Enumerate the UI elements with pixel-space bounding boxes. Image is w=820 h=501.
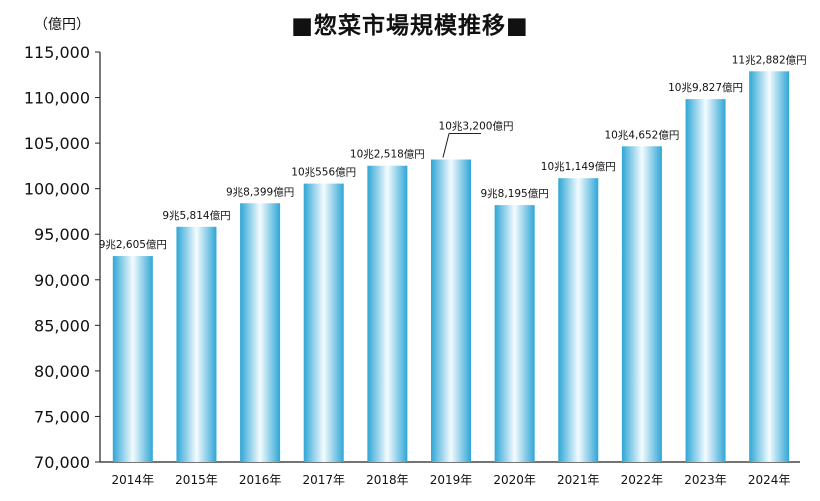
- x-tick-label: 2015年: [175, 473, 218, 487]
- data-label: 10兆1,149億円: [541, 160, 616, 173]
- data-label: 10兆2,518億円: [350, 148, 425, 161]
- data-label: 11兆2,882億円: [732, 53, 807, 66]
- data-label: 9兆2,605億円: [99, 238, 167, 251]
- x-tick-label: 2018年: [366, 473, 409, 487]
- data-label: 10兆3,200億円: [439, 120, 514, 133]
- bar-2022年: [621, 146, 662, 462]
- y-tick-label: 110,000: [24, 89, 90, 108]
- x-tick-label: 2019年: [430, 473, 473, 487]
- data-label-leader: [442, 133, 450, 158]
- bar-2017年: [303, 183, 344, 462]
- bar-2016年: [240, 203, 281, 463]
- x-tick-label: 2023年: [684, 473, 727, 487]
- data-label: 9兆8,399億円: [226, 185, 294, 198]
- y-tick-label: 85,000: [34, 316, 90, 335]
- y-tick-label: 80,000: [34, 362, 90, 381]
- bar-2020年: [494, 205, 535, 462]
- bar-2024年: [749, 71, 790, 462]
- data-labels: 2014年 9兆2,605億円 2015年 9兆5,814億円 2016年 9兆8,399…: [99, 53, 807, 487]
- bar-2023年: [685, 99, 726, 462]
- bar-2021年: [558, 178, 599, 462]
- y-tick-label: 100,000: [24, 180, 90, 199]
- data-label: 9兆8,195億円: [481, 187, 549, 200]
- x-tick-label: 2014年: [112, 473, 155, 487]
- y-tick-label: 115,000: [24, 43, 90, 62]
- x-tick-label: 2016年: [239, 473, 282, 487]
- data-label: 10兆4,652億円: [604, 128, 679, 141]
- x-tick-label: 2021年: [557, 473, 600, 487]
- y-tick-label: 105,000: [24, 134, 90, 153]
- x-tick-label: 2017年: [302, 473, 345, 487]
- bar-2019年: [431, 159, 471, 462]
- x-tick-label: 2024年: [748, 473, 791, 487]
- axes: 70,000 75,000 80,000 85,000 90,000 95,000 100,…: [24, 43, 800, 472]
- bars: [112, 71, 790, 463]
- data-label: 10兆556億円: [291, 166, 356, 179]
- y-tick-label: 90,000: [34, 271, 90, 290]
- y-axis-unit-label: （億円）: [34, 17, 90, 33]
- y-tick-label: 75,000: [34, 407, 90, 426]
- x-tick-label: 2020年: [493, 473, 536, 487]
- bar-2018年: [367, 165, 408, 462]
- bar-2015年: [176, 226, 217, 462]
- data-label: 10兆9,827億円: [668, 81, 743, 94]
- data-label: 9兆5,814億円: [162, 209, 230, 222]
- y-tick-label: 70,000: [34, 453, 90, 472]
- chart-title: ■惣菜市場規模推移■: [291, 13, 529, 39]
- x-tick-label: 2022年: [621, 473, 664, 487]
- y-tick-label: 95,000: [34, 225, 90, 244]
- bar-2014年: [112, 256, 153, 462]
- chart-title-wrap: ■惣菜市場規模推移■: [0, 6, 820, 40]
